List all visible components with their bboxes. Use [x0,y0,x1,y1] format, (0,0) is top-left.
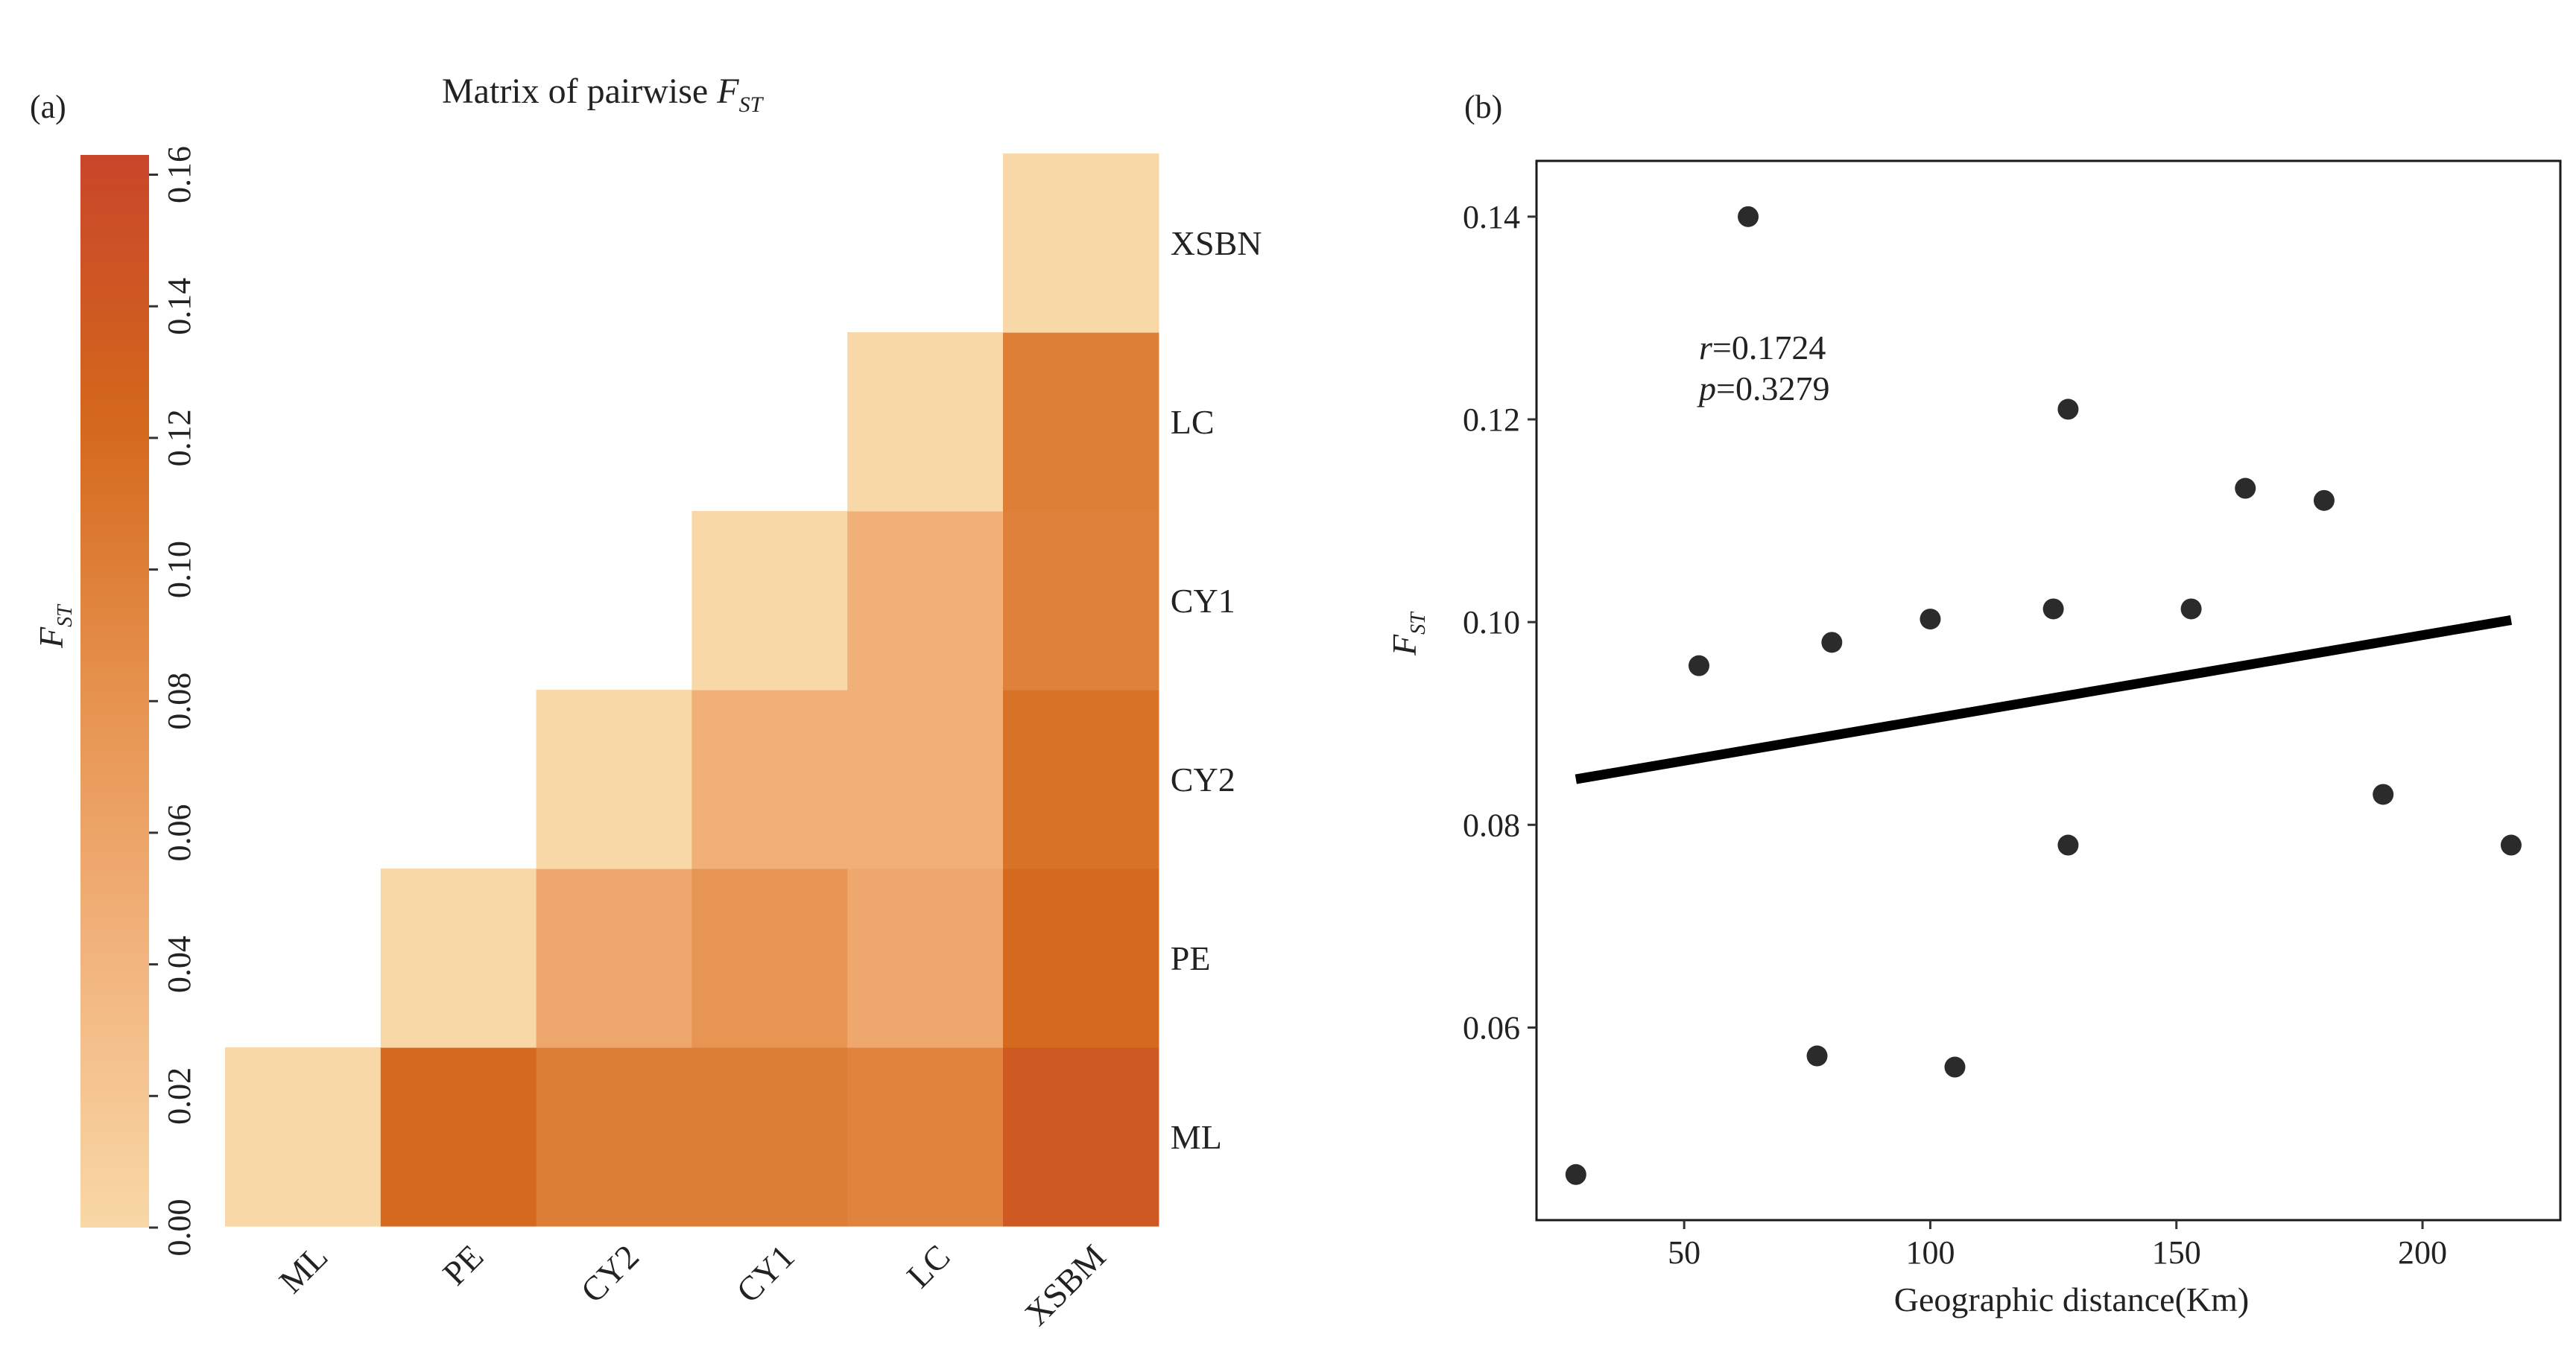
heatmap-row-label: CY1 [1171,582,1235,620]
heatmap-cells [225,153,1159,1227]
colorbar-tick-label: 0.08 [161,673,197,730]
data-point [1565,1164,1586,1185]
data-point [2235,477,2256,499]
panel-a-label: (a) [30,89,66,125]
heatmap-cell [847,332,1004,512]
colorbar-tick-label: 0.00 [161,1199,197,1257]
x-axis-label: Geographic distance(Km) [1894,1280,2249,1318]
colorbar-tick-label: 0.16 [161,146,197,203]
colorbar-tick-label: 0.06 [161,804,197,861]
data-point [1944,1056,1966,1078]
heatmap-row-label: LC [1171,403,1215,441]
heatmap-col-label: CY2 [574,1237,647,1310]
heatmap-col-label: CY1 [729,1237,802,1310]
data-point [2042,598,2064,620]
stats-p: p=0.3279 [1697,369,1829,407]
heatmap-cell [847,1047,1004,1227]
heatmap-cell [847,690,1004,869]
heatmap-cell [692,690,848,869]
x-tick-label: 50 [1668,1234,1700,1271]
y-axis-label: FST [1385,611,1430,656]
heatmap-title: Matrix of pairwise FST [442,72,765,117]
data-point [1738,206,1759,227]
data-point [2057,834,2079,856]
heatmap-cell [536,690,692,869]
data-point [2500,834,2522,856]
heatmap-cell [1003,869,1159,1048]
scatter-points [1565,206,2522,1185]
x-tick-label: 150 [2152,1234,2201,1271]
heatmap-col-label: PE [435,1237,490,1292]
data-point [1920,609,1941,630]
heatmap-cell [692,511,848,691]
heatmap-cell [225,1047,382,1227]
colorbar-tick-label: 0.10 [161,541,197,598]
heatmap-cell [692,1047,848,1227]
heatmap-cell [1003,153,1159,333]
heatmap-panel: (a) Matrix of pairwise FST FST 0.000.020… [30,72,1262,1333]
y-tick-label: 0.08 [1463,807,1520,843]
scatter-axes: 50 100 150 200 0.06 0.08 0.10 0.12 0.14 [1463,199,2447,1271]
colorbar-tick-label: 0.12 [161,409,197,466]
heatmap-col-label: ML [272,1237,335,1301]
y-tick-label: 0.12 [1463,401,1520,438]
heatmap-row-label: XSBN [1171,224,1262,262]
heatmap-cell [536,1047,692,1227]
stats-r: r=0.1724 [1699,328,1826,366]
colorbar-tick-label: 0.04 [161,936,197,993]
x-tick-label: 100 [1905,1234,1955,1271]
heatmap-cell [380,1047,537,1227]
heatmap-row-label: ML [1171,1118,1222,1156]
regression-line [1575,615,2513,784]
data-point [2057,399,2079,420]
data-point [1821,632,1843,653]
heatmap-col-label: XSBM [1017,1237,1113,1333]
plot-frame [1535,159,2562,1222]
heatmap-cell [1003,511,1159,691]
heatmap-cell [1003,690,1159,869]
heatmap-cell [847,869,1004,1048]
heatmap-cell [847,511,1004,691]
colorbar: 0.00 0.02 0.04 0.06 0.08 0.10 0.12 0.14 0.16 [80,146,197,1257]
colorbar-tick-label: 0.02 [161,1067,197,1125]
heatmap-col-label: LC [899,1237,958,1295]
heatmap-cell [692,869,848,1048]
colorbar-gradient [80,155,149,1228]
data-point [2180,598,2202,620]
heatmap-cell [536,869,692,1048]
colorbar-label: FST [32,603,77,649]
heatmap-row-label: CY2 [1171,761,1235,799]
colorbar-tick-label: 0.14 [161,278,197,335]
scatter-panel: (b) 50 100 150 200 0.06 0.08 0.10 0.12 0.14 r=0.… [1385,89,2562,1318]
y-tick-label: 0.10 [1463,604,1520,641]
x-tick-label: 200 [2398,1234,2447,1271]
y-tick-label: 0.06 [1463,1009,1520,1046]
data-point [2373,784,2394,805]
data-point [2313,489,2335,511]
panel-b-label: (b) [1464,89,1502,125]
data-point [1688,655,1709,676]
data-point [1806,1045,1828,1067]
y-tick-label: 0.14 [1463,199,1520,235]
heatmap-cell [380,869,537,1048]
heatmap-cell [1003,332,1159,512]
heatmap-cell [1003,1047,1159,1227]
heatmap-row-label: PE [1171,939,1211,977]
